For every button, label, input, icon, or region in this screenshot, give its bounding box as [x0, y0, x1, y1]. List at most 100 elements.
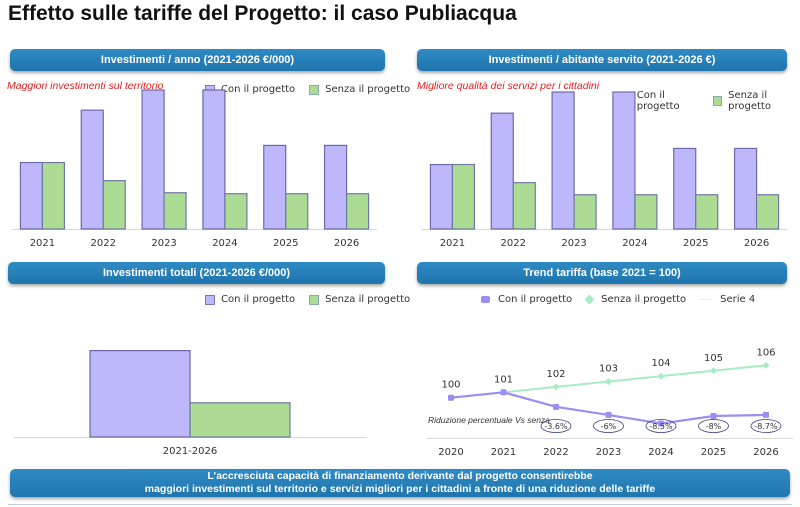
legend-trend-tariffa: Con il progetto Senza il progetto Serie … [481, 294, 755, 305]
data-label-2023: 103 [599, 364, 618, 375]
legend-item-senza: Senza il progetto [713, 90, 800, 112]
bar-senza-2026 [345, 193, 370, 230]
bar-con-2021 [19, 161, 44, 230]
point-con-2020 [448, 394, 454, 401]
bar-senza-2024 [634, 194, 658, 230]
point-con-2025 [710, 413, 717, 419]
legend-label-serie4: Serie 4 [720, 294, 756, 305]
legend-investimenti-totali: Con il progetto Senza il progetto [205, 294, 410, 305]
chart-investimenti-totali: 2021-2026 [14, 350, 367, 457]
banner-investimenti-abitante: Investimenti / abitante servito (2021-20… [417, 49, 787, 71]
bar-senza-2021 [451, 163, 476, 230]
legend-item-con: Con il progetto [481, 294, 572, 305]
banner-investimenti-totali: Investimenti totali (2021-2026 €/000) [8, 262, 385, 284]
data-label-2024: 104 [651, 358, 670, 369]
point-con-2022 [553, 403, 559, 410]
x-tick-label: 2023 [596, 447, 621, 458]
x-tick-label: 2021 [30, 238, 55, 249]
x-tick-label: 2024 [212, 238, 237, 249]
bar-con-2025 [263, 144, 287, 230]
chart-trend-tariffa: 100 101 102 103 104 105 106 -3.6% -6% -8.5% -8% -8.… [427, 347, 793, 458]
bar-con-2025 [673, 147, 697, 230]
x-tick-label: 2025 [701, 447, 726, 458]
reduction-oval-2026 [750, 419, 782, 433]
reduction-label-2022: -3.6% [544, 422, 568, 431]
point-con-2023 [605, 411, 612, 418]
legend-label-con: Con il progetto [221, 84, 296, 95]
legend-label-senza: Senza il progetto [728, 90, 771, 112]
bar-con-2026 [323, 144, 348, 230]
point-con-2024 [658, 420, 664, 427]
bar-senza-2023 [163, 192, 187, 230]
reduction-oval-2023 [593, 419, 624, 433]
x-tick-label: 2026 [744, 238, 769, 249]
legend-marker-senza [584, 294, 595, 305]
bar-senza-2025 [695, 194, 719, 230]
bar-senza-2024 [224, 193, 248, 230]
bar-con-2023 [141, 89, 165, 230]
legend-swatch-senza [713, 96, 723, 106]
legend-swatch-senza [309, 294, 320, 305]
bar-senza-2022 [512, 182, 536, 230]
reduction-label-2025: -8% [706, 422, 722, 431]
point-con-2026 [763, 411, 769, 418]
legend-label-senza: Senza il progetto [325, 84, 411, 95]
legend-marker-serie4 [700, 299, 713, 300]
legend-item-con: Con il progetto [205, 294, 295, 305]
legend-label-con: Con il progetto [221, 294, 296, 305]
x-tick-label: 2023 [151, 238, 176, 249]
x-tick-label: 2022 [501, 238, 526, 249]
point-con-2021 [500, 389, 507, 396]
banner-investimenti-anno: Investimenti / anno (2021-2026 €/000) [10, 49, 385, 71]
data-label-2025: 105 [704, 353, 723, 364]
point-senza-2025 [709, 367, 718, 375]
x-tick-label: 2026 [753, 447, 778, 458]
bar-senza-total [189, 402, 291, 438]
data-label-2021: 101 [494, 374, 513, 385]
line-senza-il-progetto [503, 364, 767, 394]
bottom-divider [8, 504, 792, 505]
x-tick-label: 2024 [648, 447, 673, 458]
legend-item-senza: Senza il progetto [309, 294, 410, 305]
reduction-note: Riduzione percentuale Vs senza [428, 415, 550, 425]
x-tick-label: 2022 [91, 238, 116, 249]
x-tick-label: 2021 [491, 447, 516, 458]
bar-con-2024 [612, 91, 636, 230]
subtitle-investimenti-territorio: Maggiori investimenti sul territorio [7, 80, 164, 92]
bar-senza-2025 [285, 193, 309, 230]
bar-con-total [89, 350, 191, 438]
legend-item-senza: Senza il progetto [584, 294, 687, 305]
bar-con-2021 [429, 163, 454, 230]
point-senza-2023 [604, 378, 613, 386]
reduction-oval-2025 [698, 419, 729, 433]
x-tick-label: 2020 [438, 447, 463, 458]
legend-swatch-con [205, 294, 215, 305]
x-tick-label: 2021 [440, 238, 465, 249]
data-label-2026: 106 [756, 347, 775, 358]
reduction-label-2024: -8.5% [649, 422, 673, 431]
point-senza-2022 [552, 383, 560, 391]
legend-label-senza: Senza il progetto [325, 294, 411, 305]
banner-trend-tariffa: Trend tariffa (base 2021 = 100) [417, 262, 787, 284]
data-label-2022: 102 [546, 369, 565, 380]
reduction-oval-2022 [540, 419, 572, 433]
footer-banner: L’accresciuta capacità di finanziamento … [10, 469, 790, 497]
bar-con-2023 [551, 91, 575, 230]
x-tick-label: 2026 [334, 238, 359, 249]
bar-con-2022 [80, 109, 104, 230]
x-tick-label: 2021-2026 [163, 446, 218, 457]
x-tick-label: 2025 [273, 238, 298, 249]
page-title: Effetto sulle tariffe del Progetto: il c… [8, 2, 517, 25]
point-senza-2024 [657, 372, 665, 380]
point-senza-2026 [762, 361, 770, 369]
bar-con-2022 [490, 112, 514, 230]
footer-line-2: maggiori investimenti sul territorio e s… [144, 483, 656, 495]
legend-marker-con [481, 296, 490, 303]
reduction-label-2023: -6% [601, 422, 617, 431]
legend-label-con: Con il progetto [636, 90, 680, 112]
reduction-label-2026: -8.7% [754, 422, 778, 431]
legend-swatch-senza [309, 84, 320, 95]
bar-senza-2023 [573, 194, 597, 230]
footer-line-1: L’accresciuta capacità di finanziamento … [207, 470, 593, 482]
legend-label-senza: Senza il progetto [601, 294, 687, 305]
